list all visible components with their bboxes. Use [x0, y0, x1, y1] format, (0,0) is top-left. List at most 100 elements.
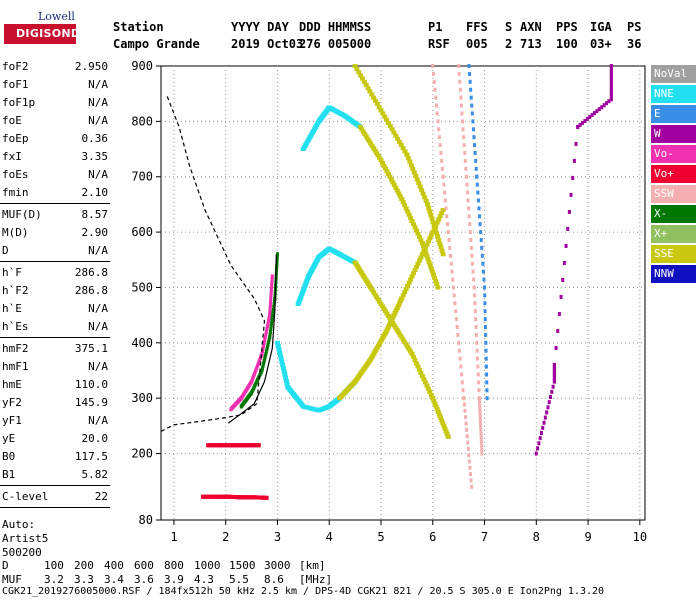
trace-mark [484, 332, 488, 337]
trace-mark [471, 261, 475, 266]
trace-mark [400, 200, 406, 205]
trace-mark [472, 135, 476, 140]
trace-mark [265, 347, 269, 352]
trace-mark [366, 139, 372, 144]
trace-mark [400, 293, 406, 298]
trace-mark [280, 362, 286, 367]
trace-mark [460, 380, 464, 385]
trace-mark [272, 304, 276, 309]
trace-mark [431, 272, 437, 277]
trace-mark [479, 427, 483, 432]
trace-mark [411, 170, 417, 175]
trace-mark [418, 255, 424, 260]
param-ye: yE 20.0 [2, 430, 108, 448]
row_d-cell: [km] [299, 559, 326, 572]
param-value: 22 [94, 490, 108, 503]
trace-mark [477, 388, 481, 393]
trace-mark [371, 146, 377, 151]
param-key: hmF2 [2, 342, 29, 355]
trace-mark [393, 133, 399, 138]
trace-mark [416, 234, 422, 239]
trace-mark [438, 415, 444, 420]
trace-mark [283, 375, 289, 380]
param-fmin: fmin 2.10 [2, 184, 108, 202]
trace-mark [362, 132, 368, 137]
header-value-8: 03+ [590, 37, 612, 51]
trace-mark [474, 332, 478, 337]
trace-mark [468, 472, 472, 477]
trace-mark [472, 285, 476, 290]
trace-mark [275, 264, 279, 269]
trace-mark [412, 268, 418, 273]
header-value-5: 2 [505, 37, 513, 51]
trace-mark [283, 378, 289, 383]
trace-mark [536, 446, 540, 451]
trace-mark [543, 415, 547, 420]
trace-mark [281, 369, 287, 374]
row_muf-cell: MUF [2, 573, 22, 586]
logo-digisonde-text: DIGISONDE [16, 27, 89, 40]
trace-mark [483, 309, 487, 314]
trace-mark [446, 222, 450, 227]
trace-mark [462, 143, 466, 148]
trace-mark [609, 97, 613, 102]
trace-mark [440, 421, 446, 426]
trace-mark [365, 136, 371, 141]
trace-mark [432, 227, 438, 232]
trace-mark [549, 395, 553, 400]
param-key: B0 [2, 450, 16, 463]
trace-mark [367, 89, 373, 94]
legend-sse: SSE [651, 245, 696, 263]
trace-mark [399, 196, 405, 201]
x-tick-label: 4 [326, 530, 333, 544]
param-value: N/A [88, 114, 108, 127]
plot-frame [160, 65, 646, 521]
trace-mark [545, 410, 549, 415]
header-value-6: 713 [520, 37, 542, 51]
trace-mark [574, 141, 578, 146]
trace-mark [566, 226, 570, 231]
trace-mark [268, 304, 272, 309]
footer-info: CGK21_2019276005000.RSF / 184fx512h 50 k… [2, 586, 605, 597]
param-value: 2.10 [81, 186, 109, 199]
trace-mark [449, 253, 453, 258]
trace-mark [396, 139, 402, 144]
trace-mark [267, 318, 271, 323]
trace-mark [556, 328, 560, 333]
trace-mark [607, 99, 611, 104]
trace-mark [454, 317, 458, 322]
param-key: yF2 [2, 396, 22, 409]
x-tick-label: 1 [170, 530, 177, 544]
trace-mark [411, 355, 417, 360]
trace-mark [476, 356, 480, 361]
trace-mark [473, 309, 477, 314]
trace-mark [385, 120, 391, 125]
trace-mark [361, 79, 367, 84]
param-foe: foE N/A [2, 112, 108, 130]
trace-mark [414, 177, 420, 182]
trace-mark [483, 317, 487, 322]
trace-mark [557, 311, 561, 316]
trace-mark [270, 279, 274, 284]
param-value: 5.82 [81, 468, 109, 481]
header-value-4: 005 [466, 37, 488, 51]
trace-mark [602, 103, 606, 108]
trace-mark [453, 301, 457, 306]
trace-mark [266, 342, 270, 347]
param-value: 8.57 [81, 208, 109, 221]
logo-badge: DIGISONDE [4, 24, 88, 44]
x-tick-label: 6 [429, 530, 436, 544]
trace-mark [541, 425, 545, 430]
trace-mark [275, 255, 279, 260]
trace-mark [484, 364, 488, 369]
trace-mark [368, 141, 374, 146]
trace-mark [432, 275, 438, 280]
trace-mark [600, 105, 604, 110]
param-separator [0, 337, 110, 338]
trace-mark [424, 242, 430, 247]
header-value-9: 36 [627, 37, 642, 51]
param-he: h`E N/A [2, 300, 108, 318]
trace-mark [377, 299, 383, 304]
y-tick-label: 600 [131, 225, 153, 239]
row_d-cell: 1500 [229, 559, 256, 572]
